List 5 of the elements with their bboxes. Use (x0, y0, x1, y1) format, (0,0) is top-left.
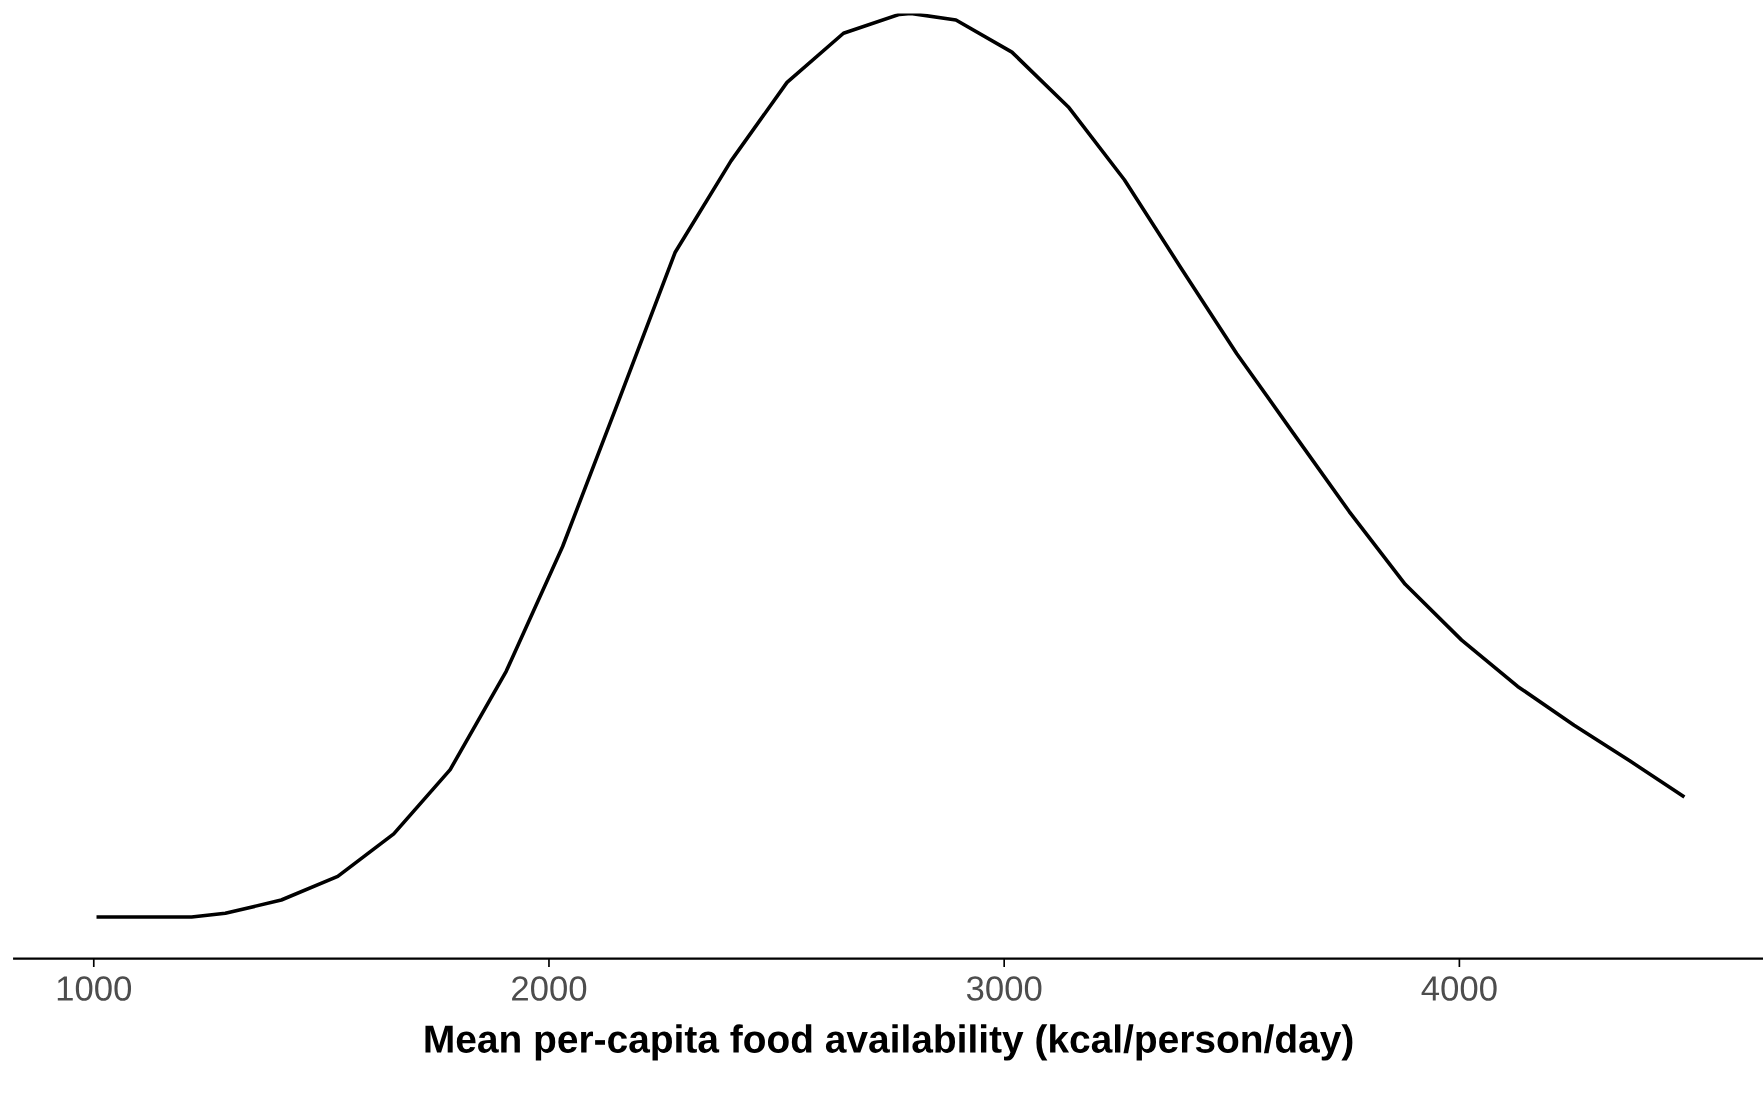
x-tick-label: 4000 (1421, 976, 1497, 1001)
x-axis-title: Mean per-capita food availability (kcal/person/day) (425, 1024, 1353, 1061)
x-tick-label: 2000 (512, 976, 587, 1001)
x-tick-label: 1000 (57, 976, 132, 1001)
x-tick-label: 3000 (966, 976, 1042, 1001)
